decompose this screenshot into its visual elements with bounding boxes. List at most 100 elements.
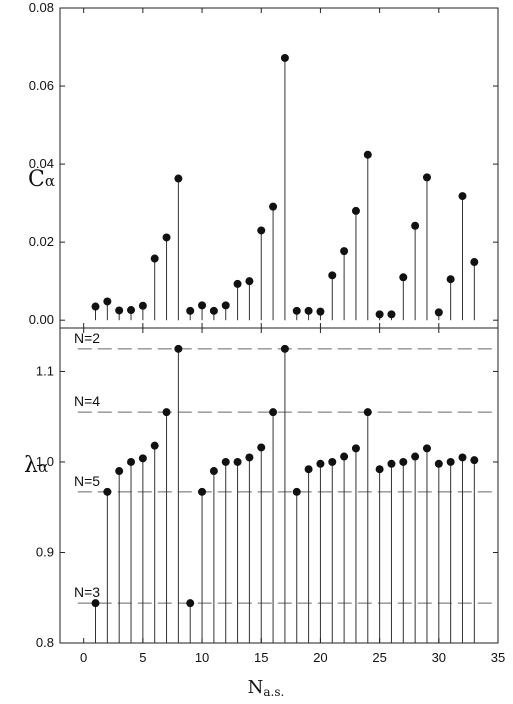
top-data-point bbox=[375, 310, 384, 319]
bottom-data-point bbox=[138, 454, 147, 463]
top-data-point bbox=[198, 301, 207, 310]
top-data-point bbox=[150, 254, 159, 263]
bottom-data-point bbox=[340, 452, 349, 461]
top-x-ticks bbox=[83, 8, 499, 328]
bottom-data-point bbox=[446, 457, 455, 466]
bottom-ylabel: λα bbox=[24, 453, 48, 478]
bottom-data-point bbox=[434, 459, 443, 468]
bottom-x-tick-label: 30 bbox=[432, 650, 446, 665]
top-panel-coefficients: Cα 0.00 0.02 0.04 0.06 0.08 bbox=[28, 0, 499, 329]
bottom-data-point bbox=[209, 467, 218, 476]
bottom-stems bbox=[91, 344, 479, 643]
reference-line-label: N=3 bbox=[74, 584, 100, 600]
top-data-point bbox=[115, 306, 124, 315]
bottom-data-point bbox=[269, 408, 278, 417]
bottom-data-point bbox=[304, 465, 313, 474]
bottom-data-point bbox=[458, 453, 467, 462]
bottom-data-point bbox=[186, 599, 195, 608]
bottom-data-point bbox=[280, 344, 289, 353]
bottom-data-point bbox=[399, 457, 408, 466]
top-data-point bbox=[209, 306, 218, 315]
top-data-point bbox=[351, 206, 360, 215]
reference-line-label: N=4 bbox=[74, 393, 100, 409]
bottom-data-point bbox=[103, 487, 112, 496]
top-data-point bbox=[446, 275, 455, 284]
bottom-xlabel-subscript: a.s. bbox=[263, 685, 284, 699]
top-data-point bbox=[245, 277, 254, 286]
top-y-tick-label: 0.08 bbox=[29, 0, 54, 15]
bottom-x-tick-label: 15 bbox=[254, 650, 268, 665]
bottom-y-tick-label: 0.9 bbox=[36, 544, 54, 559]
bottom-x-tick-label: 20 bbox=[313, 650, 327, 665]
top-data-point bbox=[138, 301, 147, 310]
top-y-tick-label: 0.06 bbox=[29, 78, 54, 93]
top-data-point bbox=[411, 221, 420, 230]
bottom-data-point bbox=[351, 444, 360, 453]
top-panel-frame bbox=[59, 7, 499, 329]
bottom-data-point bbox=[198, 487, 207, 496]
bottom-panel-eigenvalues: λα Na.s. N=2 N=4 N=5 N=3 0.8 0.9 1.0 1.1 0 5 10 1… bbox=[24, 327, 505, 699]
reference-lines: N=2 N=4 N=5 N=3 bbox=[74, 330, 493, 604]
bottom-data-point bbox=[221, 457, 230, 466]
top-data-point bbox=[162, 233, 171, 242]
bottom-data-point bbox=[174, 344, 183, 353]
bottom-x-tick-label: 0 bbox=[80, 650, 87, 665]
top-data-point bbox=[233, 279, 242, 288]
top-stems bbox=[91, 53, 479, 321]
top-data-point bbox=[304, 306, 313, 315]
reference-line-label: N=2 bbox=[74, 330, 100, 346]
bottom-data-point bbox=[422, 444, 431, 453]
bottom-data-point bbox=[292, 487, 301, 496]
top-data-point bbox=[292, 306, 301, 315]
top-data-point bbox=[127, 306, 136, 315]
bottom-data-point bbox=[257, 443, 266, 452]
bottom-data-point bbox=[387, 459, 396, 468]
top-data-point bbox=[186, 306, 195, 315]
top-data-point bbox=[328, 271, 337, 280]
top-data-point bbox=[363, 150, 372, 159]
top-data-point bbox=[422, 173, 431, 182]
bottom-data-point bbox=[363, 408, 372, 417]
bottom-data-point bbox=[328, 457, 337, 466]
top-y-tick-label: 0.00 bbox=[29, 312, 54, 327]
top-data-point bbox=[221, 301, 230, 310]
top-y-ticks: 0.00 0.02 0.04 0.06 0.08 bbox=[29, 0, 498, 327]
top-data-point bbox=[103, 297, 112, 306]
bottom-panel-frame bbox=[59, 327, 499, 644]
bottom-xlabel: Na.s. bbox=[248, 677, 285, 699]
top-y-tick-label: 0.02 bbox=[29, 234, 54, 249]
top-data-point bbox=[470, 258, 479, 267]
bottom-y-tick-label: 1.1 bbox=[36, 363, 54, 378]
top-ylabel-subscript: α bbox=[45, 172, 55, 190]
top-data-point bbox=[257, 226, 266, 235]
top-data-point bbox=[316, 307, 325, 316]
top-data-point bbox=[399, 273, 408, 282]
bottom-data-point bbox=[316, 459, 325, 468]
bottom-data-point bbox=[91, 599, 100, 608]
top-ylabel: Cα bbox=[28, 167, 55, 192]
top-data-point bbox=[387, 310, 396, 319]
top-data-point bbox=[269, 202, 278, 211]
bottom-data-point bbox=[470, 456, 479, 465]
top-data-point bbox=[280, 53, 289, 62]
bottom-data-point bbox=[375, 465, 384, 474]
bottom-x-tick-label: 25 bbox=[372, 650, 386, 665]
bottom-x-tick-label: 35 bbox=[491, 650, 505, 665]
bottom-y-tick-label: 0.8 bbox=[36, 635, 54, 650]
bottom-data-point bbox=[162, 408, 171, 417]
top-data-point bbox=[458, 192, 467, 201]
bottom-x-tick-label: 5 bbox=[139, 650, 146, 665]
bottom-y-ticks: 0.8 0.9 1.0 1.1 bbox=[36, 363, 498, 650]
bottom-x-ticks: 0 5 10 15 20 25 30 35 bbox=[80, 328, 505, 665]
bottom-data-point bbox=[233, 457, 242, 466]
top-data-point bbox=[174, 174, 183, 183]
bottom-data-point bbox=[245, 453, 254, 462]
bottom-data-point bbox=[150, 441, 159, 450]
bottom-x-tick-label: 10 bbox=[195, 650, 209, 665]
bottom-y-tick-label: 1.0 bbox=[36, 454, 54, 469]
top-data-point bbox=[434, 308, 443, 317]
reference-line-label: N=5 bbox=[74, 473, 100, 489]
top-y-tick-label: 0.04 bbox=[29, 156, 54, 171]
top-data-point bbox=[91, 302, 100, 311]
